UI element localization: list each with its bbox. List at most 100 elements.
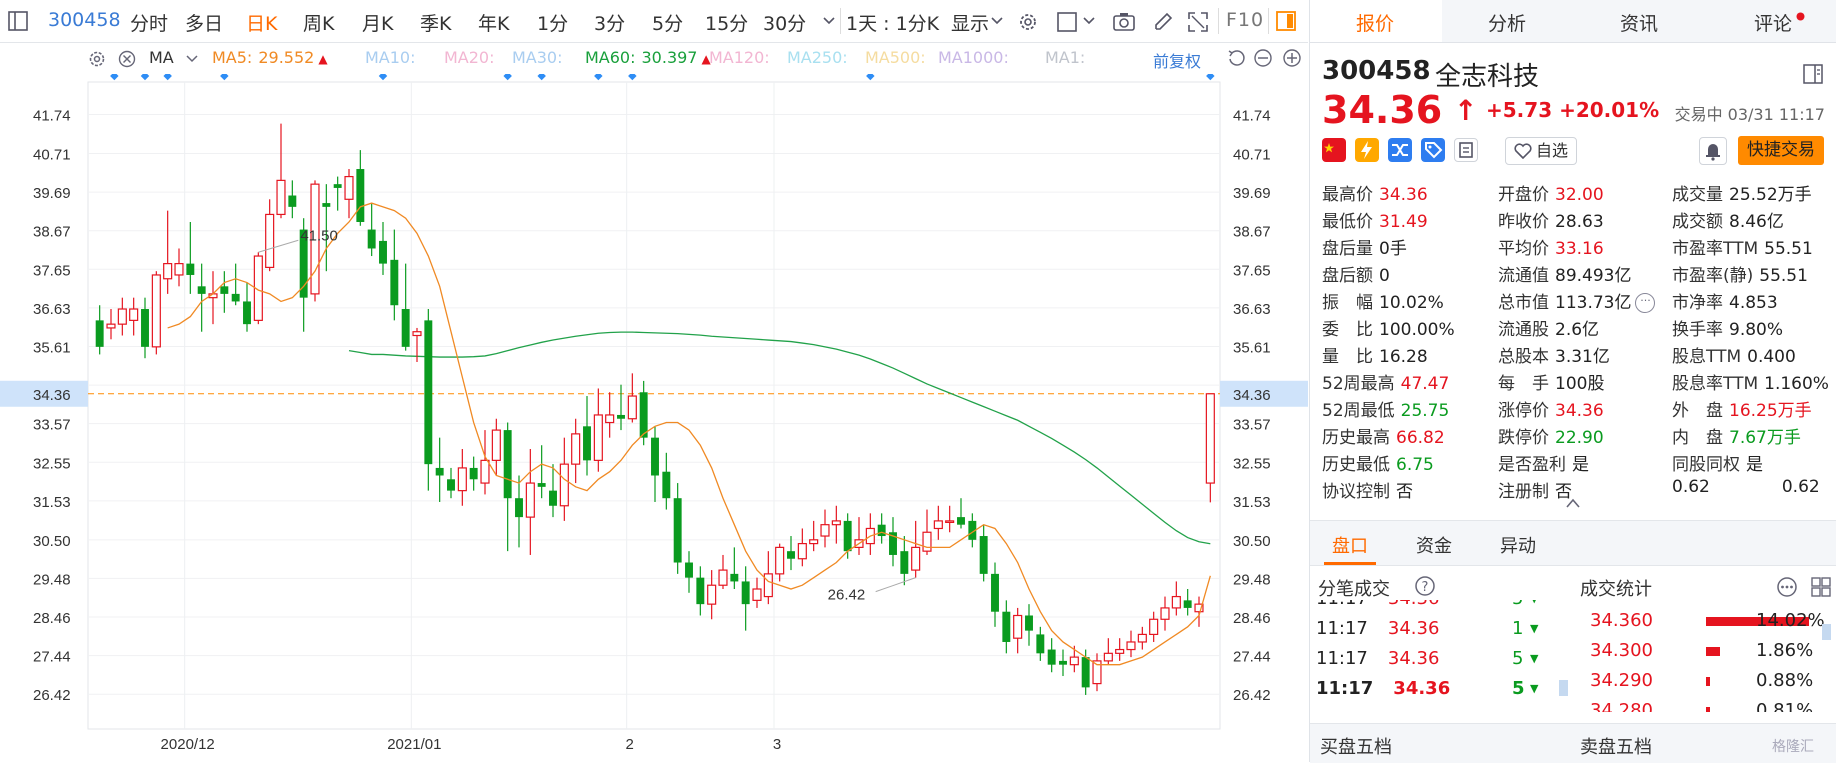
candle-down[interactable] [469, 467, 478, 480]
candle-up[interactable] [310, 183, 320, 295]
period-tab-yearly-k[interactable]: 年K [478, 13, 510, 35]
ma-item-4[interactable]: MA60: 30.397 ▲ [585, 48, 711, 67]
period-tab-weekly-k[interactable]: 周K [303, 13, 335, 35]
candle-up[interactable] [106, 323, 116, 329]
period-tab-fenshi[interactable]: 分时 [130, 13, 169, 35]
candle-up[interactable] [933, 520, 943, 530]
candle-up[interactable] [344, 175, 354, 200]
candle-down[interactable] [95, 320, 104, 347]
candle-up[interactable] [1115, 648, 1125, 654]
event-marker-icon[interactable] [1206, 74, 1215, 81]
candle-down[interactable] [379, 240, 387, 264]
candle-up[interactable] [1160, 607, 1170, 620]
candle-up[interactable] [457, 467, 467, 492]
more-dots-icon[interactable]: ··· [1635, 293, 1656, 313]
settings-gear-icon[interactable] [1017, 11, 1039, 33]
candle-down[interactable] [730, 573, 739, 582]
tab-quote[interactable]: 报价 [1356, 13, 1395, 35]
candle-down[interactable] [877, 524, 886, 537]
candle-up[interactable] [1013, 614, 1023, 639]
candle-up[interactable] [1149, 618, 1159, 636]
display-menu[interactable]: 显示 [951, 13, 990, 35]
candle-down[interactable] [243, 301, 251, 325]
zoom-out-icon[interactable] [1253, 48, 1273, 68]
ma-item-9[interactable]: MA1: [1045, 48, 1085, 67]
zoom-in-icon[interactable] [1282, 48, 1302, 68]
candle-up[interactable] [1205, 393, 1215, 484]
candle-up[interactable] [763, 573, 773, 598]
ma-item-7[interactable]: MA500: [865, 48, 926, 67]
event-marker-icon[interactable] [594, 74, 603, 81]
ma-type-select[interactable]: MA [149, 48, 174, 67]
candle-up[interactable] [265, 213, 275, 268]
candle-up[interactable] [775, 546, 785, 575]
period-tab-3min[interactable]: 3分 [594, 13, 626, 35]
fullscreen-icon[interactable] [1187, 11, 1209, 33]
event-marker-icon[interactable] [220, 74, 229, 81]
candle-down[interactable] [231, 293, 240, 302]
candle-up[interactable] [276, 179, 286, 216]
candle-up[interactable] [809, 539, 819, 545]
period-tab-daily-k[interactable]: 日K [246, 13, 278, 35]
candle-down[interactable] [401, 309, 410, 347]
ma-item-6[interactable]: MA250: [787, 48, 848, 67]
ma-item-1[interactable]: MA10: [365, 48, 416, 67]
event-marker-icon[interactable] [537, 74, 546, 81]
tab-order-book[interactable]: 盘口 [1332, 536, 1368, 557]
ticks-list[interactable]: 11:1734.365▼11:1734.361▼11:1734.365▼11:1… [1310, 600, 1575, 712]
period-tab-multiday[interactable]: 多日 [185, 13, 224, 35]
candle-down[interactable] [787, 551, 795, 559]
candle-down[interactable] [685, 562, 693, 578]
period-dropdown[interactable]: 1天 : 1分K [846, 13, 940, 35]
alert-bell-button[interactable] [1699, 137, 1727, 165]
sidebar-toggle-icon[interactable] [8, 11, 28, 31]
candle-down[interactable] [367, 229, 376, 249]
stats-list[interactable]: 34.360 14.02% 34.300 1.86% 34.290 0.88% 34.280… [1572, 600, 1836, 712]
kline-chart-svg[interactable]: 41.74 41.74 40.71 40.71 39.69 39.69 38.67 38.67… [0, 74, 1308, 762]
event-marker-icon[interactable] [503, 74, 512, 81]
period-tab-1min[interactable]: 1分 [537, 13, 569, 35]
layout-square-icon[interactable] [1056, 11, 1078, 33]
candle-down[interactable] [741, 581, 750, 605]
ma-close-icon[interactable] [118, 50, 136, 68]
ma-item-0[interactable]: MA5: 29.552 ▲ [212, 48, 328, 67]
chevron-down-icon[interactable] [1083, 16, 1095, 26]
candle-down[interactable] [537, 483, 546, 487]
candle-down[interactable] [1025, 615, 1033, 631]
candle-down[interactable] [1059, 660, 1067, 665]
help-icon[interactable]: ? [1414, 575, 1436, 597]
chevron-down-icon[interactable] [186, 55, 198, 64]
add-watchlist-button[interactable]: 自选 [1505, 137, 1578, 165]
candle-down[interactable] [639, 392, 648, 438]
candle-down[interactable] [1183, 600, 1192, 608]
candle-up[interactable] [945, 520, 955, 524]
candle-up[interactable] [752, 588, 762, 601]
candle-down[interactable] [991, 573, 999, 612]
candle-up[interactable] [1069, 656, 1079, 666]
candle-down[interactable] [288, 195, 297, 207]
candle-up[interactable] [571, 433, 581, 465]
candle-up[interactable] [412, 331, 422, 337]
candle-down[interactable] [333, 184, 342, 188]
ma-settings-icon[interactable] [88, 50, 106, 68]
candle-down[interactable] [356, 169, 365, 222]
collapse-chevron-up-icon[interactable] [1565, 497, 1581, 509]
period-tab-15min[interactable]: 15分 [705, 13, 749, 35]
more-options-icon[interactable] [1776, 576, 1798, 598]
shuffle-icon[interactable] [1388, 138, 1412, 162]
f10-button[interactable]: F10 [1226, 9, 1265, 31]
candle-down[interactable] [617, 414, 625, 419]
candle-up[interactable] [718, 569, 728, 586]
event-marker-icon[interactable] [163, 74, 172, 81]
candle-down[interactable] [979, 536, 988, 574]
candle-up[interactable] [559, 463, 569, 507]
tag-icon[interactable] [1421, 138, 1445, 162]
candle-down[interactable] [673, 498, 682, 563]
candle-up[interactable] [1137, 633, 1147, 643]
candle-up[interactable] [593, 414, 603, 461]
stats-scrollbar[interactable] [1822, 624, 1831, 640]
candle-up[interactable] [151, 274, 161, 348]
tab-analysis[interactable]: 分析 [1488, 13, 1527, 35]
candle-down[interactable] [186, 263, 195, 275]
camera-icon[interactable] [1112, 11, 1136, 33]
